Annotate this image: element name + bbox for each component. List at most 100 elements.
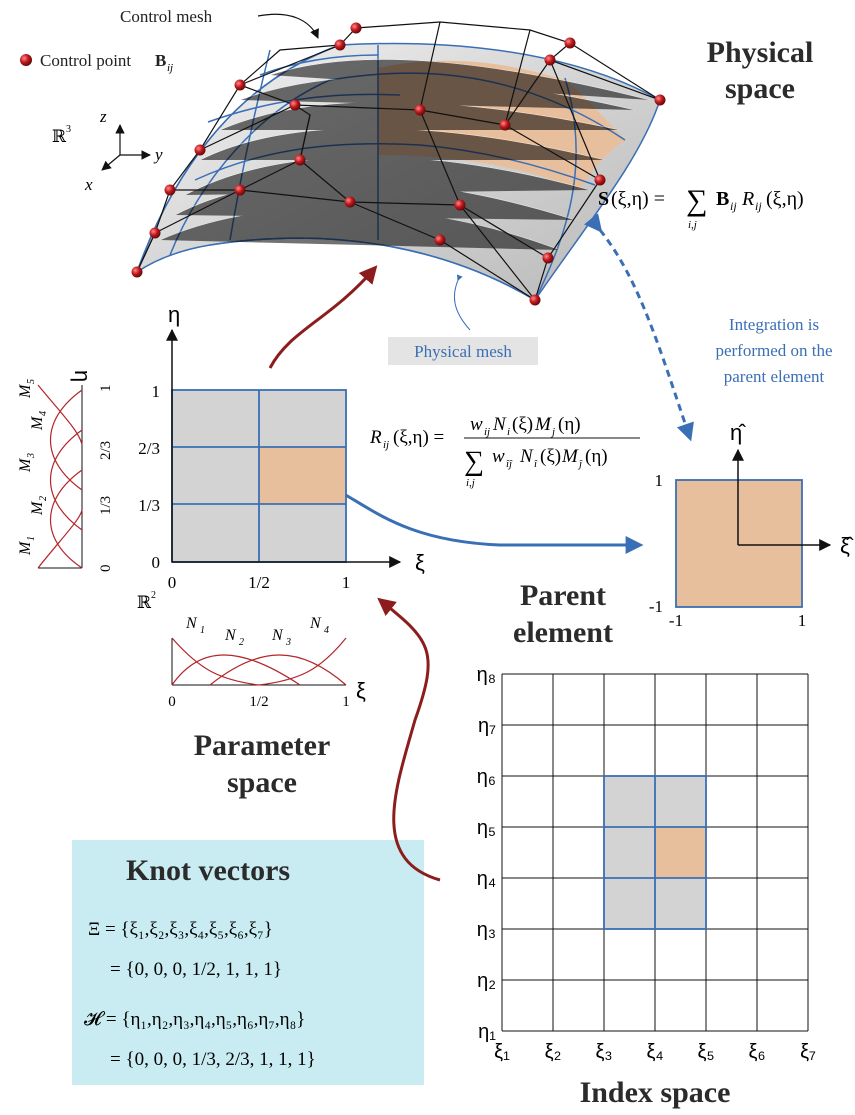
control-point <box>542 252 554 264</box>
control-point <box>334 39 346 51</box>
svg-text:(η): (η) <box>585 446 608 467</box>
svg-text:2: 2 <box>239 637 244 648</box>
param-x-tick: 1/2 <box>248 573 270 592</box>
svg-text:S: S <box>598 188 609 210</box>
legend: Control mesh Control point B ij <box>20 7 319 74</box>
svg-text:3: 3 <box>285 637 291 648</box>
knot-xi-values: = {0, 0, 0, 1/2, 1, 1, 1} <box>110 959 282 980</box>
control-point-symbol: B <box>155 51 166 70</box>
m-basis-plot: M1 M2 M3 M4 M5 0 1/3 2/3 1 η <box>17 370 114 572</box>
r2-label: ℝ <box>137 593 152 612</box>
physical-mesh-label: Physical mesh <box>414 342 512 361</box>
control-point <box>499 119 511 131</box>
r2-sup: 2 <box>151 590 156 601</box>
svg-text:1/3: 1/3 <box>98 496 114 515</box>
svg-text:N: N <box>224 627 237 644</box>
control-point <box>434 234 446 246</box>
r3-sup: 3 <box>66 124 71 135</box>
index-space: η₁ η₂ η₃ η₄ η₅ η₆ η₇ η₈ ξ₁ ξ₂ ξ₃ ξ₄ ξ₅ ξ… <box>477 664 816 1063</box>
svg-text:ij: ij <box>484 426 490 438</box>
control-point <box>234 79 246 91</box>
control-point-sub: ij <box>167 62 173 74</box>
control-mesh-label: Control mesh <box>120 7 213 26</box>
axis-y-label: y <box>153 145 163 164</box>
parent-xi-hat: ξ̂ <box>840 533 854 558</box>
control-point <box>234 184 246 196</box>
parent-element: η̂ ξ̂ 1 -1 -1 1 <box>649 420 854 630</box>
index-eta-label: η₂ <box>477 970 496 992</box>
svg-text:M: M <box>534 414 552 435</box>
r3-axes: ℝ 3 z y x <box>52 107 163 194</box>
svg-text:R: R <box>369 427 382 448</box>
svg-text:ij: ij <box>730 199 737 213</box>
control-point <box>529 294 541 306</box>
axis-z-label: z <box>99 107 107 126</box>
svg-text:∑: ∑ <box>686 184 707 217</box>
control-point <box>294 154 306 166</box>
param-x-tick: 0 <box>168 573 177 592</box>
svg-text:ĵ: ĵ <box>577 458 583 470</box>
physical-space-title: Physical <box>707 36 814 69</box>
index-xi-label: ξ₅ <box>697 1041 714 1063</box>
svg-text:w: w <box>470 414 483 435</box>
basis-sum-sub: i,j <box>466 477 475 489</box>
control-point <box>344 196 356 208</box>
svg-text:4: 4 <box>38 411 49 416</box>
svg-text:N: N <box>492 414 507 435</box>
physical-surface <box>131 21 666 306</box>
mapping-arrow-param-to-physical <box>268 265 378 369</box>
svg-text:ij: ij <box>755 199 762 213</box>
physical-space-title-2: space <box>725 72 795 105</box>
svg-text:-1: -1 <box>669 611 683 630</box>
svg-text:w: w <box>492 446 505 467</box>
svg-text:1: 1 <box>655 471 664 490</box>
param-x-tick: 1 <box>342 573 351 592</box>
svg-text:(ξ,η): (ξ,η) <box>766 188 804 210</box>
parameter-space-title-2: space <box>227 766 297 799</box>
control-point <box>131 266 143 278</box>
svg-text:5: 5 <box>26 379 37 384</box>
svg-text:0: 0 <box>98 565 114 573</box>
physical-mesh-label-bg <box>388 337 538 365</box>
index-eta-label: η₆ <box>477 766 496 788</box>
index-eta-label: η₄ <box>477 868 496 890</box>
n-plot-xi-label: ξ <box>356 678 366 703</box>
svg-text:M: M <box>561 446 579 467</box>
svg-text:(η): (η) <box>558 414 581 435</box>
svg-text:M: M <box>17 540 34 556</box>
svg-text:∑: ∑ <box>464 446 484 477</box>
mapping-arrow-index-to-param <box>377 597 441 882</box>
svg-text:R: R <box>741 188 754 210</box>
svg-text:(ξ,η) =: (ξ,η) = <box>611 188 665 210</box>
svg-text:4: 4 <box>324 625 329 636</box>
svg-text:j: j <box>550 426 555 438</box>
index-xi-label: ξ₇ <box>800 1041 816 1063</box>
svg-text:-1: -1 <box>649 597 663 616</box>
control-point <box>564 37 576 49</box>
param-y-tick: 2/3 <box>138 439 160 458</box>
svg-text:M: M <box>29 415 46 431</box>
svg-text:îĵ: îĵ <box>506 458 513 470</box>
svg-text:N: N <box>271 627 284 644</box>
control-point <box>544 54 556 66</box>
svg-text:N: N <box>309 615 322 632</box>
svg-text:M: M <box>29 500 46 516</box>
svg-text:B: B <box>716 188 729 210</box>
r3-label: ℝ <box>52 127 67 146</box>
svg-text:ij: ij <box>383 439 389 451</box>
svg-text:M: M <box>17 383 34 399</box>
parent-element-title-2: element <box>513 616 613 649</box>
svg-text:(ξ): (ξ) <box>512 414 533 435</box>
control-point <box>350 22 362 34</box>
control-point <box>194 144 206 156</box>
svg-text:(ξ): (ξ) <box>540 446 561 467</box>
svg-text:1: 1 <box>98 385 114 393</box>
svg-text:î: î <box>534 458 538 470</box>
svg-text:M: M <box>17 457 34 473</box>
integration-arrow <box>583 213 694 442</box>
m-plot-eta-label: η <box>70 370 95 382</box>
index-xi-label: ξ₆ <box>748 1041 765 1063</box>
index-eta-label: η₈ <box>477 664 496 686</box>
